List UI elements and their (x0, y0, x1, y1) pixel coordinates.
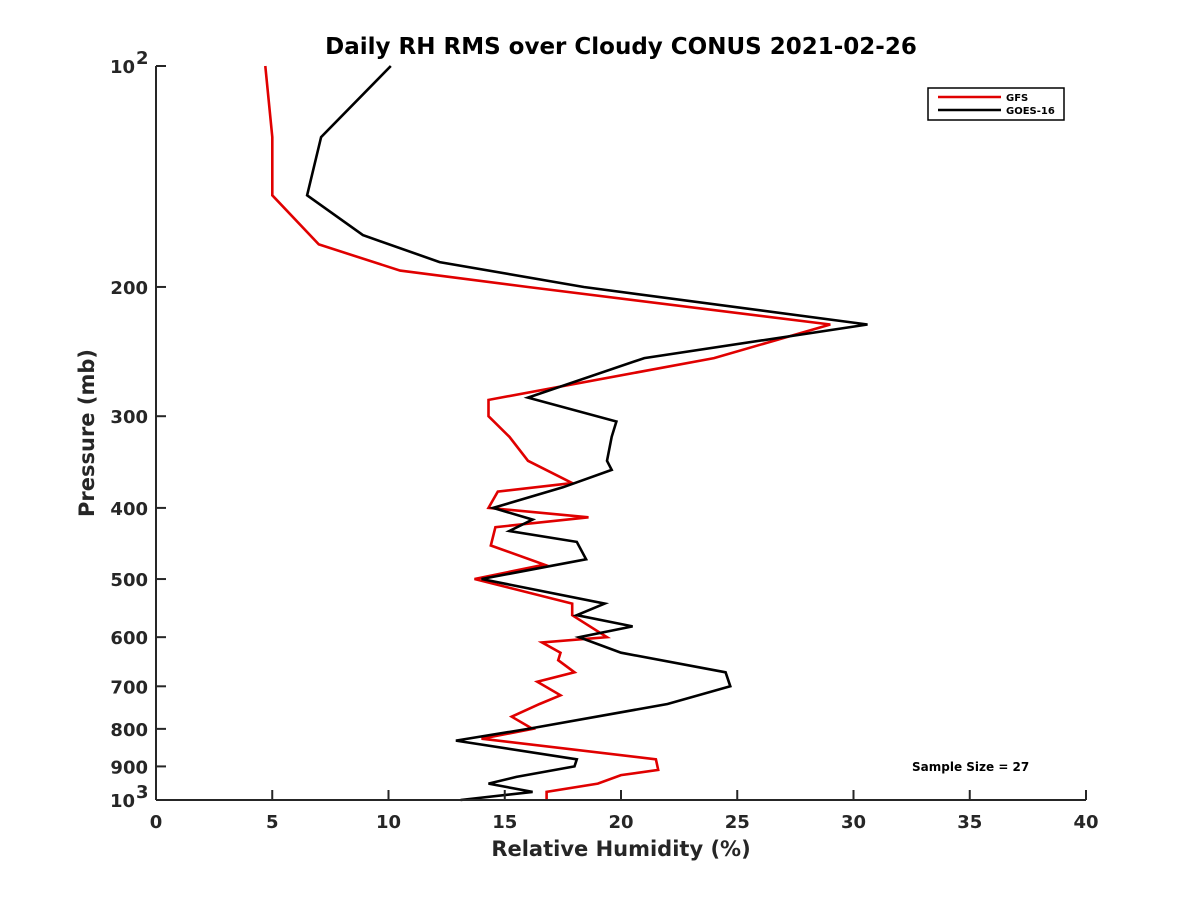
x-tick-label: 40 (1073, 812, 1098, 833)
x-tick-label: 35 (957, 812, 982, 833)
series-line-goes16 (305, 65, 868, 802)
y-tick-label: 400 (110, 499, 148, 520)
y-tick-label-exponent: 2 (136, 48, 149, 69)
x-tick-label: 30 (841, 812, 866, 833)
y-tick-label: 800 (110, 720, 148, 741)
x-tick-label: 0 (150, 812, 163, 833)
y-tick-label: 700 (110, 677, 148, 698)
legend: GFS GOES-16 (927, 87, 1065, 121)
y-tick-label: 300 (110, 407, 148, 428)
x-axis-label: Relative Humidity (%) (491, 837, 750, 861)
x-tick-label: 20 (608, 812, 633, 833)
y-tick-label: 900 (110, 757, 148, 778)
series-line-gfs (264, 65, 831, 800)
x-tick-label: 15 (492, 812, 517, 833)
x-tick-label: 5 (266, 812, 279, 833)
y-tick-label: 500 (110, 570, 148, 591)
sample-size-annotation: Sample Size = 27 (912, 760, 1029, 774)
y-tick-label-exponent: 3 (136, 782, 149, 803)
y-tick-label: 10 (110, 57, 135, 78)
chart-title: Daily RH RMS over Cloudy CONUS 2021-02-2… (325, 34, 917, 60)
legend-label-gfs: GFS (1006, 93, 1028, 104)
y-tick-label: 10 (110, 791, 135, 812)
x-tick-label: 10 (376, 812, 401, 833)
legend-label-goes16: GOES-16 (1006, 106, 1055, 117)
y-tick-label: 200 (110, 278, 148, 299)
y-axis-label: Pressure (mb) (75, 349, 99, 517)
legend-box (927, 87, 1065, 121)
y-tick-label: 600 (110, 628, 148, 649)
x-tick-label: 25 (725, 812, 750, 833)
